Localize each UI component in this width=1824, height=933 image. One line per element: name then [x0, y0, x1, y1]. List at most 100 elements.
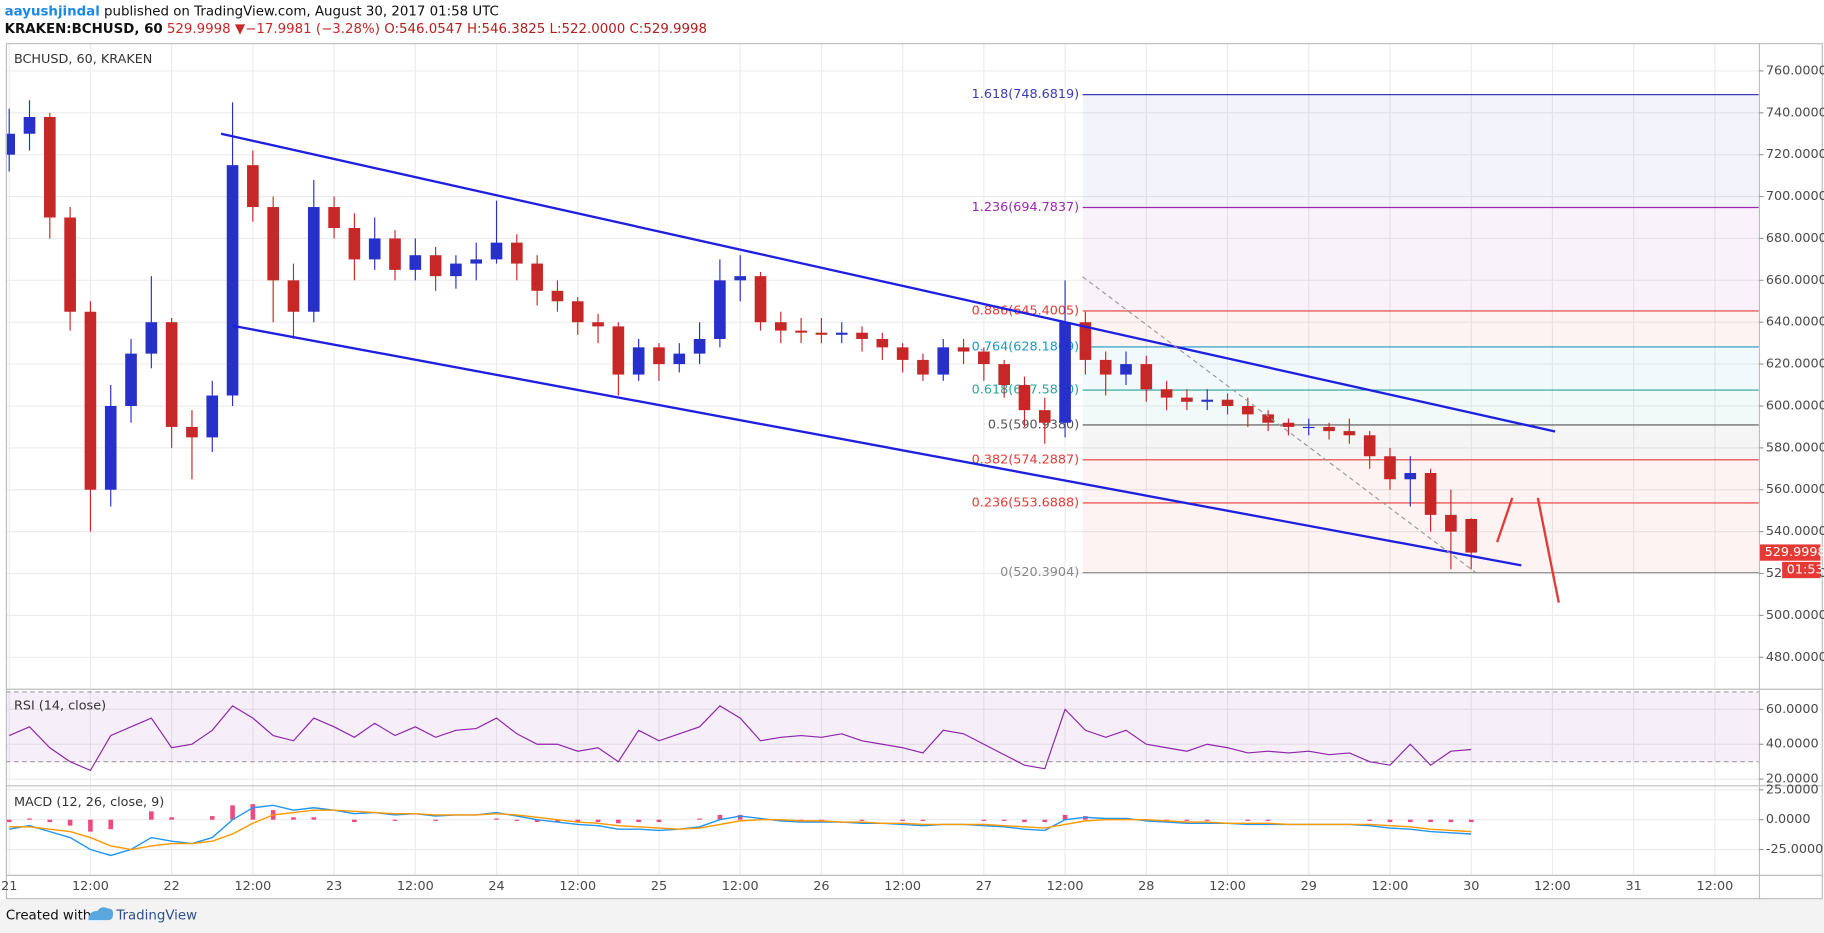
candle-body — [917, 359, 929, 375]
candle-body — [186, 426, 198, 438]
macd-histogram — [1204, 819, 1210, 821]
x-tick-label: 12:00 — [884, 879, 921, 894]
macd-histogram — [1468, 819, 1474, 823]
candle-body — [267, 207, 279, 281]
macd-histogram — [27, 818, 32, 820]
candle-body — [978, 351, 990, 365]
macd-histogram — [1448, 819, 1454, 823]
fib-zone — [1082, 459, 1759, 503]
candle-body — [1323, 426, 1335, 432]
macd-histogram — [595, 819, 601, 823]
candle-body — [1282, 422, 1295, 427]
candle-body — [287, 280, 300, 312]
macd-histogram — [1001, 819, 1007, 821]
macd-histogram — [1367, 819, 1372, 821]
y-tick-label: 740.0000 — [1766, 105, 1824, 120]
candle-body — [307, 207, 320, 312]
candle-body — [490, 242, 503, 260]
x-tick-label: 12:00 — [72, 879, 109, 894]
macd-histogram — [656, 819, 662, 823]
y-tick-label: 0.0000 — [1766, 812, 1811, 827]
annotation-arrow — [1536, 497, 1560, 603]
candle-body — [64, 217, 76, 312]
candle-body — [1221, 399, 1234, 406]
candle-body — [84, 311, 97, 490]
direction: ▼ — [235, 22, 246, 37]
candle-body — [247, 165, 259, 208]
macd-histogram — [209, 816, 215, 820]
candle-body — [1079, 322, 1092, 360]
macd-histogram — [1428, 819, 1433, 823]
open: O:546.0547 — [384, 22, 463, 37]
macd-histogram — [149, 811, 154, 820]
x-tick-label: 31 — [1626, 879, 1642, 894]
macd-histogram — [433, 819, 438, 821]
candle-body — [795, 330, 807, 333]
candle-body — [531, 263, 543, 291]
y-tick-label: 40.0000 — [1766, 737, 1819, 752]
candle-body — [998, 364, 1010, 386]
x-tick-label: 12:00 — [1047, 879, 1084, 894]
macd-histogram — [900, 819, 905, 821]
candle-body — [1038, 410, 1051, 423]
candle-body — [206, 395, 219, 438]
macd-histogram — [230, 805, 235, 820]
macd-histogram — [88, 819, 93, 832]
brand[interactable]: TradingView — [115, 909, 197, 924]
macd-histogram — [555, 819, 560, 823]
countdown-tag — [1782, 561, 1821, 579]
x-tick-label: 12:00 — [722, 879, 759, 894]
y-tick-label: 680.0000 — [1766, 231, 1824, 246]
candle-body — [1242, 405, 1254, 415]
macd-histogram — [717, 814, 723, 820]
candle-body — [774, 322, 787, 331]
fib-label: 0.382(574.2887) — [972, 452, 1080, 467]
y-tick-label: 580.0000 — [1766, 440, 1824, 455]
x-tick-label: 30 — [1463, 879, 1479, 894]
x-tick-label: 25 — [651, 879, 667, 894]
x-tick-label: 12:00 — [397, 879, 434, 894]
macd-histogram — [1184, 819, 1190, 821]
pane — [5, 689, 1759, 786]
macd-histogram — [1042, 819, 1048, 823]
x-tick-label: 26 — [813, 879, 829, 894]
candle-body — [23, 116, 36, 134]
y-tick-label: 760.0000 — [1766, 63, 1824, 78]
macd-histogram — [67, 819, 73, 826]
symbol: KRAKEN:BCHUSD, 60 — [5, 22, 163, 37]
trend-line — [232, 324, 1522, 567]
candle-body — [673, 353, 686, 365]
candle-body — [937, 347, 950, 375]
candle-body — [815, 332, 828, 335]
y-tick-label: 640.0000 — [1766, 315, 1824, 330]
brand-logo[interactable] — [88, 907, 114, 921]
pane-title: RSI (14, close) — [14, 699, 106, 714]
macd-histogram — [250, 804, 256, 820]
y-tick-label: 60.0000 — [1766, 702, 1819, 717]
pane-title: BCHUSD, 60, KRAKEN — [14, 52, 152, 67]
candle-body — [714, 280, 726, 339]
pane — [5, 786, 1759, 875]
y-tick-label: 620.0000 — [1766, 357, 1824, 372]
fib-zone — [1082, 390, 1759, 425]
candle-body — [125, 353, 137, 406]
macd-histogram — [1387, 819, 1393, 823]
x-tick-label: 12:00 — [1372, 879, 1409, 894]
candle-body — [1120, 364, 1132, 375]
macd-histogram — [737, 814, 743, 820]
frame — [5, 43, 1823, 900]
candle-body — [1404, 472, 1417, 480]
y-tick-label: 25.0000 — [1766, 782, 1819, 797]
x-tick-label: 12:00 — [1534, 879, 1571, 894]
x-tick-label: 12:00 — [234, 879, 271, 894]
x-tick-label: 21 — [1, 879, 17, 894]
rsi-line — [8, 705, 1472, 772]
candle-body — [1018, 385, 1031, 411]
candle-body — [957, 347, 970, 352]
candle-body — [5, 133, 16, 155]
author[interactable]: aayushjindal — [5, 5, 100, 20]
macd-histogram — [575, 819, 581, 823]
x-tick-label: 12:00 — [559, 879, 596, 894]
